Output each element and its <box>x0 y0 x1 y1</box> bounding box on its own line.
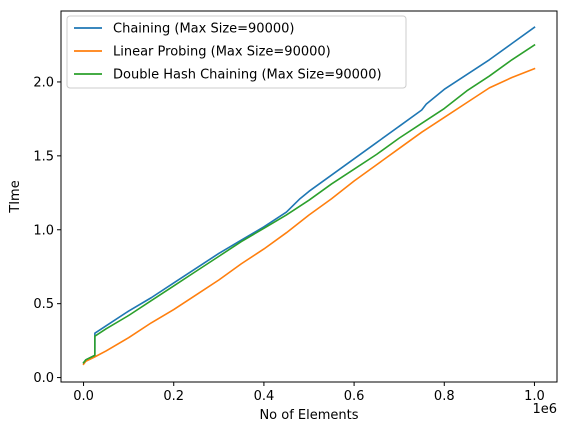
x-axis-offset-label: 1e6 <box>532 402 557 417</box>
y-axis-title: TIme <box>8 180 23 213</box>
series-layer <box>82 26 536 366</box>
x-axis-title: No of Elements <box>259 408 358 423</box>
plot-frame <box>60 10 558 383</box>
x-tick-label: 1.0 <box>524 389 545 404</box>
series-line-2 <box>82 67 536 366</box>
legend-label-2: Linear Probing (Max Size=90000) <box>113 45 331 60</box>
legend-label-1: Chaining (Max Size=90000) <box>113 22 294 37</box>
y-tick-label: 2.0 <box>33 75 54 90</box>
x-tick-label: 0.0 <box>73 389 94 404</box>
axis-ticks: 0.0 0.2 0.4 0.6 0.8 1.0 0.0 0.5 1.0 1.5 2.0 <box>33 75 544 404</box>
legend-label-3: Double Hash Chaining (Max Size=90000) <box>113 68 382 83</box>
y-tick-label: 1.0 <box>33 223 54 238</box>
x-tick-label: 0.8 <box>434 389 455 404</box>
y-tick-label: 1.5 <box>33 149 54 164</box>
x-tick-label: 0.4 <box>254 389 275 404</box>
y-tick-label: 0.5 <box>33 297 54 312</box>
series-line-3 <box>82 43 536 364</box>
x-tick-label: 0.2 <box>163 389 184 404</box>
legend: Chaining (Max Size=90000) Linear Probing … <box>66 15 407 89</box>
series-line-1 <box>82 26 536 364</box>
y-tick-label: 0.0 <box>33 371 54 386</box>
legend-box <box>66 15 407 89</box>
x-tick-label: 0.6 <box>344 389 365 404</box>
